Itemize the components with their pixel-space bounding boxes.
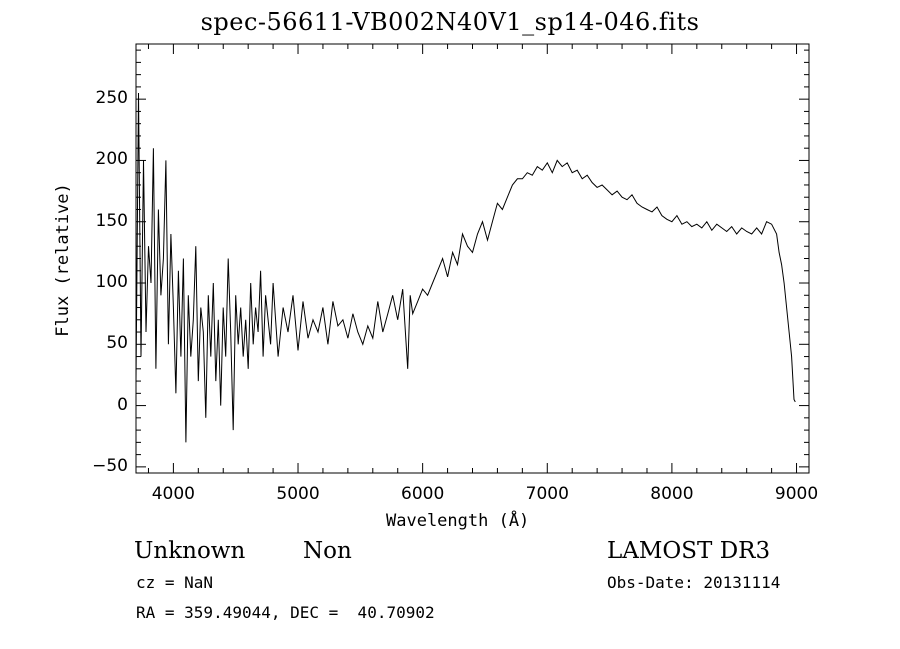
y-tick-label: 150 bbox=[95, 210, 128, 231]
x-tick-label: 8000 bbox=[650, 484, 694, 504]
x-tick-label: 4000 bbox=[151, 484, 195, 504]
x-tick-label: 9000 bbox=[774, 484, 819, 504]
chart-title: spec-56611-VB002N40V1_sp14-046.fits bbox=[200, 8, 700, 36]
y-axis-label: Flux (relative) bbox=[53, 183, 73, 337]
y-tick-label: 0 bbox=[117, 394, 128, 415]
x-tick-label: 5000 bbox=[276, 484, 320, 504]
axis-ticks bbox=[136, 44, 809, 473]
y-tick-label: 250 bbox=[95, 88, 128, 109]
subclass-label: Non bbox=[303, 538, 352, 564]
coordinates-label: RA = 359.49044, DEC = 40.70902 bbox=[136, 603, 435, 622]
obs-date-label: Obs-Date: 20131114 bbox=[607, 573, 781, 592]
x-tick-label: 7000 bbox=[525, 484, 569, 504]
y-tick-label: −50 bbox=[92, 455, 128, 476]
spectrum-line bbox=[135, 92, 796, 443]
redshift-label: cz = NaN bbox=[136, 573, 214, 592]
x-tick-label: 6000 bbox=[401, 484, 445, 504]
object-class-label: Unknown bbox=[134, 538, 246, 564]
plot-frame bbox=[135, 43, 810, 474]
survey-label: LAMOST DR3 bbox=[607, 538, 771, 564]
y-tick-label: 50 bbox=[106, 333, 128, 354]
y-tick-label: 100 bbox=[95, 272, 128, 292]
y-tick-label: 200 bbox=[95, 149, 128, 170]
x-axis-label: Wavelength (Å) bbox=[386, 511, 530, 531]
